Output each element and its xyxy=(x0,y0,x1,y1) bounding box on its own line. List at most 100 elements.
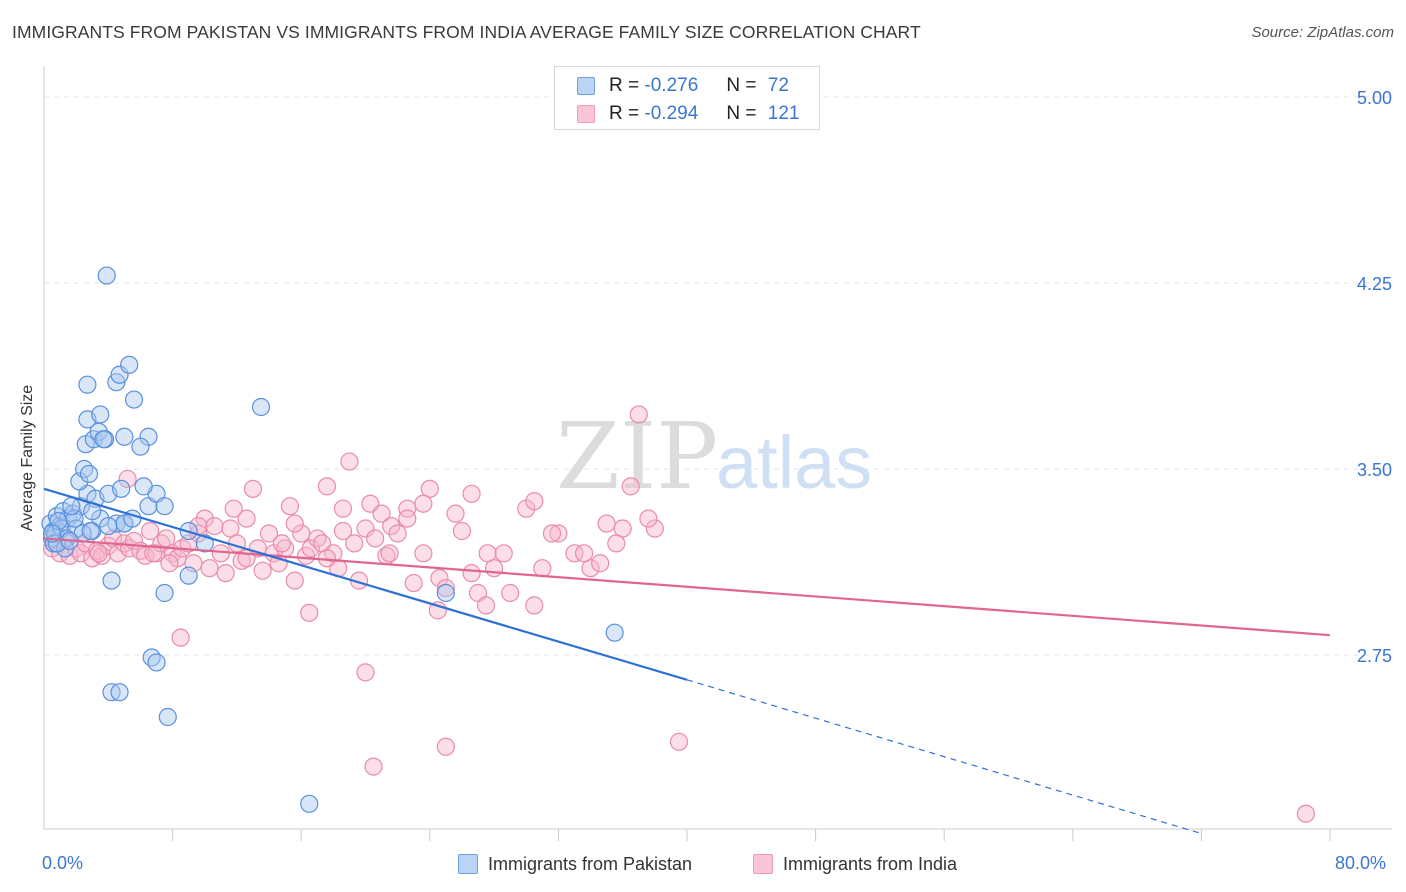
n-label: N = xyxy=(726,75,757,96)
india-point xyxy=(237,509,256,528)
y-tick-label: 3.50 xyxy=(1357,460,1392,480)
y-tick-labels: 2.75 3.50 4.25 5.00 xyxy=(1357,88,1392,666)
india-point xyxy=(476,596,496,615)
pakistan-point xyxy=(147,653,166,672)
india-point xyxy=(462,564,481,583)
pakistan-point xyxy=(436,583,455,603)
india-point xyxy=(216,564,235,583)
india-point xyxy=(171,628,190,647)
india-point xyxy=(300,603,319,622)
india-point xyxy=(565,544,584,563)
india-point xyxy=(597,514,616,533)
india-point xyxy=(1296,804,1315,823)
pakistan-points xyxy=(41,266,624,813)
pakistan-trend-line xyxy=(43,487,688,681)
x-tick-label-max: 80.0% xyxy=(1335,853,1387,873)
india-point xyxy=(639,509,658,528)
india-point xyxy=(224,499,243,518)
india-point xyxy=(414,494,433,513)
gridlines xyxy=(44,96,1392,656)
india-trend-line xyxy=(43,537,1331,637)
india-r-value: -0.294 xyxy=(644,103,699,124)
india-point xyxy=(446,504,465,523)
pakistan-point xyxy=(300,794,319,813)
india-point xyxy=(525,596,544,615)
india-point xyxy=(485,559,504,578)
india-point xyxy=(414,544,433,563)
india-point xyxy=(398,509,417,528)
india-point xyxy=(317,477,337,496)
india-point xyxy=(645,519,664,538)
pakistan-point xyxy=(91,405,110,424)
bottom-legend-pakistan: Immigrants from Pakistan xyxy=(458,851,692,877)
india-point xyxy=(118,469,137,489)
pakistan-point xyxy=(131,437,150,456)
india-point xyxy=(200,559,219,578)
india-points xyxy=(42,405,1315,823)
y-tick-label: 4.25 xyxy=(1357,274,1392,294)
pakistan-point xyxy=(179,566,198,585)
india-point xyxy=(195,509,214,528)
india-point xyxy=(575,544,594,563)
n-label: N = xyxy=(726,103,757,124)
india-point xyxy=(301,539,320,558)
pakistan-point xyxy=(120,355,139,374)
pakistan-point xyxy=(155,497,174,516)
india-legend-swatch xyxy=(753,854,773,874)
india-point xyxy=(621,477,640,496)
pakistan-point xyxy=(124,390,144,409)
india-point xyxy=(280,497,300,516)
legend-row-india: R = -0.294 N = 121 xyxy=(577,101,799,127)
india-point xyxy=(549,524,568,543)
india-point xyxy=(160,554,179,573)
pakistan-point xyxy=(102,571,121,590)
axes xyxy=(43,66,1392,841)
pakistan-point xyxy=(142,648,161,667)
india-point xyxy=(340,452,359,471)
pakistan-trend-extension xyxy=(686,679,1202,835)
pakistan-point xyxy=(155,583,174,603)
india-point xyxy=(272,534,292,553)
india-point xyxy=(436,737,455,756)
india-point xyxy=(494,544,513,563)
india-point xyxy=(669,732,689,751)
india-point xyxy=(629,405,648,424)
india-legend-label: Immigrants from India xyxy=(783,853,958,874)
pakistan-swatch xyxy=(577,77,595,95)
india-point xyxy=(285,514,304,533)
pakistan-point xyxy=(79,464,99,484)
india-point xyxy=(259,524,279,543)
watermark-atlas: atlas xyxy=(716,421,872,504)
r-label: R = xyxy=(609,103,640,124)
source-credit: Source: ZipAtlas.com xyxy=(1251,24,1394,41)
india-point xyxy=(140,521,160,541)
y-tick-label: 2.75 xyxy=(1357,646,1392,666)
india-point xyxy=(333,499,353,518)
pakistan-point xyxy=(110,365,129,384)
india-point xyxy=(308,529,327,548)
pakistan-point xyxy=(99,516,118,536)
pakistan-point xyxy=(605,623,624,642)
trend-lines xyxy=(43,487,1331,835)
y-tick-label: 5.00 xyxy=(1357,88,1392,108)
pakistan-point xyxy=(195,534,214,553)
pakistan-point xyxy=(110,683,129,702)
pakistan-point xyxy=(81,521,100,541)
india-point xyxy=(462,484,481,503)
pakistan-point xyxy=(115,427,134,446)
india-point xyxy=(591,554,610,573)
chart-title: IMMIGRANTS FROM PAKISTAN VS IMMIGRANTS F… xyxy=(12,22,921,42)
india-point xyxy=(366,529,385,548)
india-point xyxy=(607,534,626,553)
india-point xyxy=(542,524,562,543)
pakistan-point xyxy=(112,479,131,498)
india-n-value: 121 xyxy=(767,103,800,124)
india-point xyxy=(144,544,163,563)
india-point xyxy=(253,561,272,580)
pakistan-r-value: -0.276 xyxy=(644,75,699,96)
india-point xyxy=(333,521,353,541)
pakistan-point xyxy=(134,477,153,496)
india-point xyxy=(388,524,407,543)
pakistan-legend-swatch xyxy=(458,854,478,874)
